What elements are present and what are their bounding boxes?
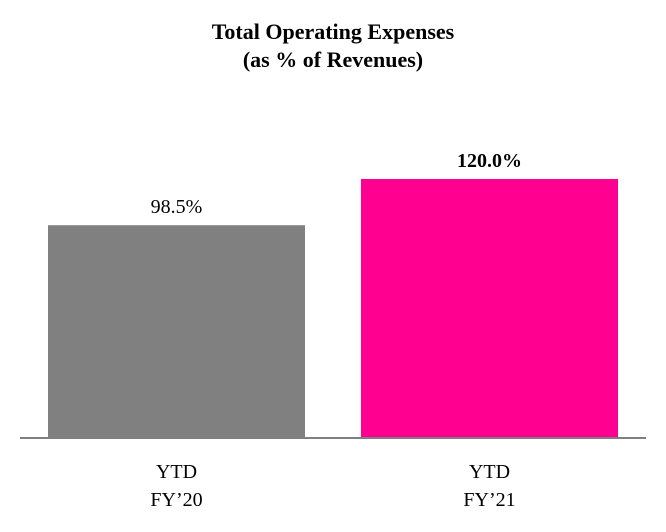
category-label-0-line-1: FY’20 [150, 489, 202, 511]
bars-layer [48, 179, 618, 437]
value-label-1: 120.0% [457, 150, 522, 172]
chart-title-block: Total Operating Expenses (as % of Revenu… [0, 18, 666, 74]
bar-0 [48, 225, 305, 437]
category-label-1-line-1: FY’21 [463, 489, 515, 511]
value-label-0: 98.5% [151, 196, 203, 218]
category-label-0-line-0: YTD [156, 461, 197, 483]
chart-title: Total Operating Expenses [211, 19, 455, 44]
category-label-1-line-0: YTD [469, 461, 510, 483]
labels-layer: 98.5% YTD FY’20 120.0% YTD FY’21 [150, 150, 522, 511]
bar-1 [361, 179, 618, 437]
chart-subtitle: (as % of Revenues) [242, 47, 424, 72]
